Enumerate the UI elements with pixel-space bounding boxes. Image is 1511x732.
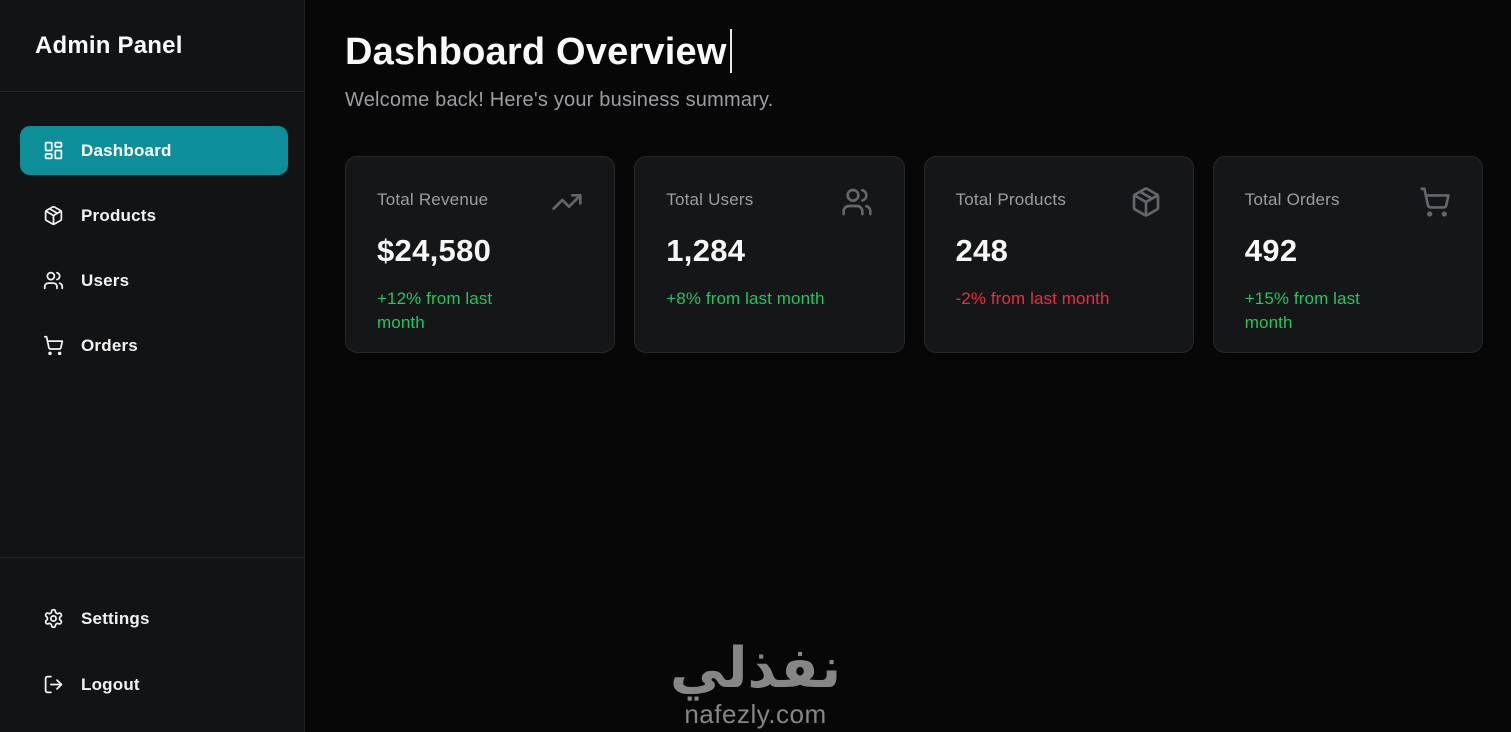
stat-label: Total Orders xyxy=(1244,189,1340,209)
stat-card-header: Total Orders xyxy=(1244,186,1452,220)
dashboard-icon xyxy=(43,140,64,161)
sidebar-item-orders[interactable]: Orders xyxy=(20,321,288,370)
stat-value: $24,580 xyxy=(377,232,492,268)
users-icon xyxy=(840,186,874,220)
stat-value: 492 xyxy=(1244,232,1298,268)
page-subtitle: Welcome back! Here's your business summa… xyxy=(345,88,774,111)
stat-card-header: Total Products xyxy=(955,186,1163,220)
logout-icon xyxy=(43,674,64,695)
page-title-text: Dashboard Overview xyxy=(345,31,727,73)
stat-card-products: Total Products 248 -2% from last month xyxy=(923,155,1194,353)
sidebar-item-settings[interactable]: Settings xyxy=(20,594,288,643)
stat-change: +8% from last month xyxy=(666,288,825,308)
stat-card-revenue: Total Revenue $24,580 +12% from last mon… xyxy=(345,155,616,353)
stat-card-header: Total Users xyxy=(666,188,873,220)
stat-label: Total Revenue xyxy=(377,189,489,209)
text-caret xyxy=(729,28,732,73)
users-icon xyxy=(43,270,64,291)
sidebar-nav: Dashboard Products Users Orders xyxy=(0,92,304,557)
nav-label: Users xyxy=(81,270,130,290)
cart-icon xyxy=(1418,186,1452,220)
sidebar-item-users[interactable]: Users xyxy=(20,256,288,305)
stat-value: 1,284 xyxy=(666,232,746,268)
stat-card-header: Total Revenue xyxy=(377,190,584,220)
stat-change: +15% from last month xyxy=(1244,288,1361,333)
sidebar-item-products[interactable]: Products xyxy=(20,191,288,240)
stat-label: Total Users xyxy=(666,189,754,209)
package-icon xyxy=(43,205,64,226)
stat-card-orders: Total Orders 492 +15% from last month xyxy=(1212,155,1483,353)
nav-label: Logout xyxy=(81,674,140,694)
sidebar: Admin Panel Dashboard Products Users xyxy=(0,0,305,732)
app-title: Admin Panel xyxy=(35,31,183,59)
nav-label: Orders xyxy=(81,335,138,355)
sidebar-item-dashboard[interactable]: Dashboard xyxy=(20,126,288,175)
sidebar-item-logout[interactable]: Logout xyxy=(20,660,288,709)
sidebar-footer: Settings Logout xyxy=(0,557,304,732)
stat-change: -2% from last month xyxy=(955,288,1110,308)
stat-label: Total Products xyxy=(955,189,1067,209)
package-icon xyxy=(1129,186,1163,220)
page-title: Dashboard Overview xyxy=(345,28,1483,76)
nav-label: Settings xyxy=(81,608,150,628)
stat-card-users: Total Users 1,284 +8% from last month xyxy=(634,155,905,353)
gear-icon xyxy=(43,608,64,629)
stats-row: Total Revenue $24,580 +12% from last mon… xyxy=(345,155,1483,353)
nav-label: Products xyxy=(81,205,157,225)
cart-icon xyxy=(43,335,64,356)
trending-up-icon xyxy=(550,186,584,220)
main-content: Dashboard Overview Welcome back! Here's … xyxy=(305,0,1511,732)
sidebar-header: Admin Panel xyxy=(0,0,304,92)
stat-change: +12% from last month xyxy=(377,288,493,333)
nav-label: Dashboard xyxy=(81,140,172,160)
stat-value: 248 xyxy=(955,232,1009,268)
